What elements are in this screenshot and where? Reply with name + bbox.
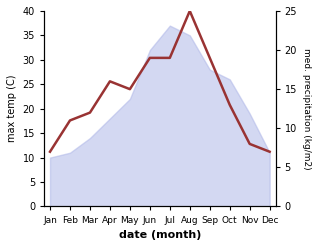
Y-axis label: med. precipitation (kg/m2): med. precipitation (kg/m2) <box>302 48 311 169</box>
X-axis label: date (month): date (month) <box>119 230 201 240</box>
Y-axis label: max temp (C): max temp (C) <box>7 75 17 143</box>
